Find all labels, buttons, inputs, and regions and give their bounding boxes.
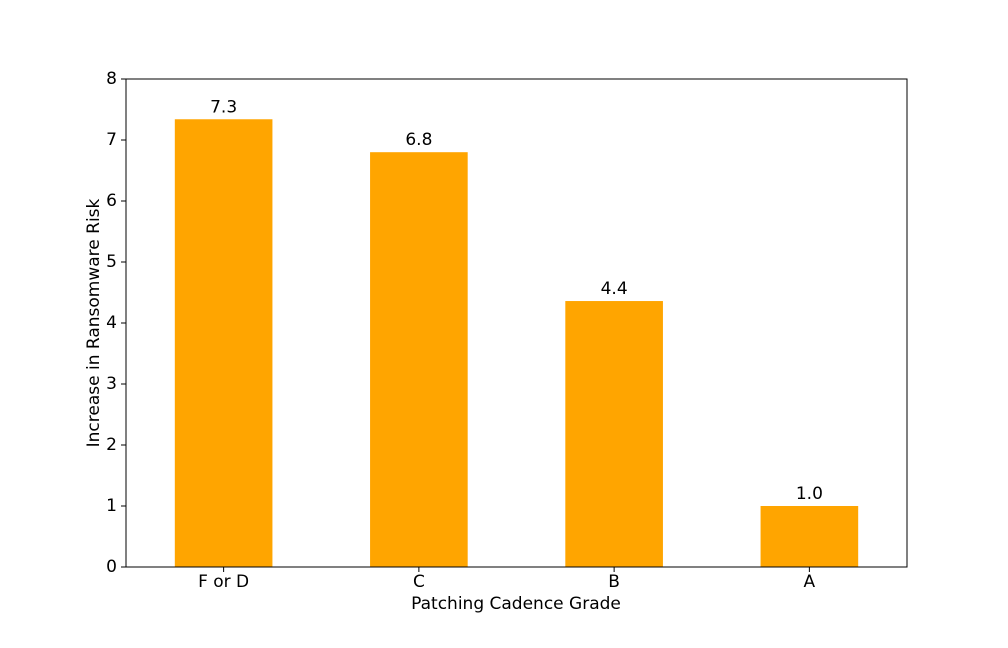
bar bbox=[565, 301, 663, 567]
y-tick-label: 4 bbox=[106, 313, 117, 333]
x-tick-label: A bbox=[804, 572, 816, 592]
x-tick-label: F or D bbox=[198, 572, 249, 592]
y-tick-label: 7 bbox=[106, 130, 117, 150]
value-label: 7.3 bbox=[210, 97, 237, 117]
bar bbox=[370, 152, 468, 567]
y-tick-label: 3 bbox=[106, 374, 117, 394]
x-tick-label: C bbox=[413, 572, 425, 592]
y-tick-label: 1 bbox=[106, 496, 117, 516]
value-label: 6.8 bbox=[405, 130, 432, 150]
value-label: 4.4 bbox=[601, 279, 628, 299]
plot-frame bbox=[125, 78, 908, 568]
y-tick-label: 5 bbox=[106, 252, 117, 272]
value-label: 1.0 bbox=[796, 484, 823, 504]
x-tick-label: B bbox=[608, 572, 620, 592]
y-tick-label: 2 bbox=[106, 435, 117, 455]
y-tick-label: 8 bbox=[106, 69, 117, 89]
x-axis-label: Patching Cadence Grade bbox=[411, 594, 621, 614]
bar bbox=[760, 506, 859, 567]
y-axis-label: Increase in Ransomware Risk bbox=[84, 198, 104, 447]
y-tick-label: 0 bbox=[106, 557, 117, 577]
bar bbox=[174, 119, 273, 567]
y-tick-label: 6 bbox=[106, 191, 117, 211]
